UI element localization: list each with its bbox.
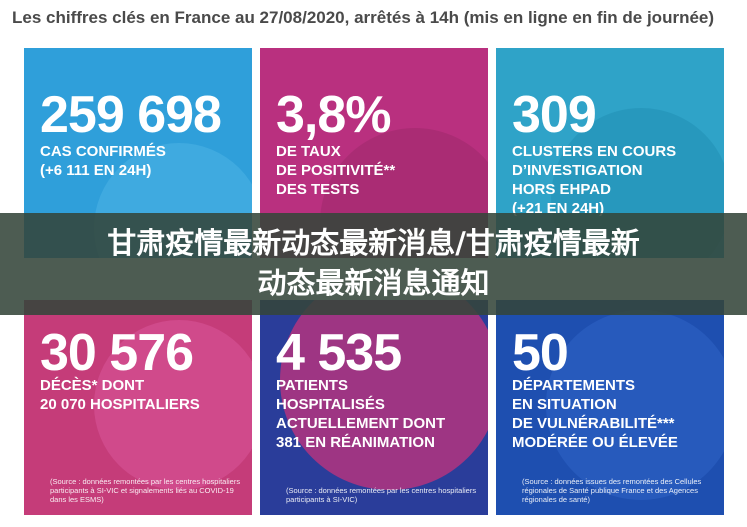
stat-label-line: ACTUELLEMENT DONT	[276, 415, 446, 432]
stat-label-line: DE TAUX	[276, 143, 341, 160]
source-note: (Source : données remontées par les cent…	[286, 486, 477, 504]
stat-label-line: 20 070 HOSPITALIERS	[40, 396, 200, 413]
source-note: (Source : données remontées par les cent…	[50, 477, 241, 504]
stat-value: 3,8%	[276, 86, 392, 144]
stat-tile-departments: 50 DÉPARTEMENTS EN SITUATION DE VULNÉRAB…	[496, 300, 724, 515]
stat-label: DÉCÈS* DONT 20 070 HOSPITALIERS	[40, 376, 244, 414]
page-title: Les chiffres clés en France au 27/08/202…	[12, 8, 715, 27]
decorative-circle	[280, 300, 488, 490]
stat-label-line: HORS EHPAD	[512, 181, 611, 198]
stat-tile-hospitalized: 4 535 PATIENTS HOSPITALISÉS ACTUELLEMENT…	[260, 300, 488, 515]
stat-label-line: D’INVESTIGATION	[512, 162, 643, 179]
stat-value: 309	[512, 86, 597, 144]
stat-label: DE TAUX DE POSITIVITÉ** DES TESTS	[276, 142, 480, 199]
stat-label-line: MODÉRÉE OU ÉLEVÉE	[512, 434, 678, 451]
stat-label-line: DÉPARTEMENTS	[512, 377, 636, 394]
overlay-banner: 甘肃疫情最新动态最新消息/甘肃疫情最新 动态最新消息通知	[0, 213, 747, 315]
stat-value: 30 576	[40, 324, 194, 382]
stat-label-line: DE VULNÉRABILITÉ***	[512, 415, 675, 432]
banner-title-line-1: 甘肃疫情最新动态最新消息/甘肃疫情最新	[107, 226, 640, 260]
stat-label-line: DE POSITIVITÉ**	[276, 162, 396, 179]
stat-label-line: CAS CONFIRMÉS	[40, 143, 166, 160]
source-note: (Source : données issues des remontées d…	[522, 477, 702, 504]
stat-label: CAS CONFIRMÉS (+6 111 EN 24H)	[40, 142, 244, 180]
stat-value: 50	[512, 324, 569, 382]
stat-label-line: EN SITUATION	[512, 396, 617, 413]
stat-value: 259 698	[40, 86, 222, 144]
stat-label-line: DES TESTS	[276, 181, 360, 198]
stat-label: PATIENTS HOSPITALISÉS ACTUELLEMENT DONT …	[276, 376, 480, 452]
decorative-circle	[546, 310, 724, 500]
stat-label: DÉPARTEMENTS EN SITUATION DE VULNÉRABILI…	[512, 376, 716, 452]
stat-label-line: CLUSTERS EN COURS	[512, 143, 677, 160]
stat-label-line: (+21 EN 24H)	[512, 200, 605, 217]
stat-label-line: PATIENTS	[276, 377, 348, 394]
stat-label: CLUSTERS EN COURS D’INVESTIGATION HORS E…	[512, 142, 716, 218]
stat-label-line: 381 EN RÉANIMATION	[276, 434, 435, 451]
stat-label-line: HOSPITALISÉS	[276, 396, 385, 413]
stat-label-line: (+6 111 EN 24H)	[40, 162, 152, 179]
stat-label-line: DÉCÈS* DONT	[40, 377, 145, 394]
banner-title: 甘肃疫情最新动态最新消息/甘肃疫情最新 动态最新消息通知	[20, 223, 727, 303]
stat-value: 4 535	[276, 324, 402, 382]
stat-tile-deaths: 30 576 DÉCÈS* DONT 20 070 HOSPITALIERS (…	[24, 300, 252, 515]
banner-title-line-2: 动态最新消息通知	[257, 266, 490, 300]
decorative-circle	[94, 320, 252, 490]
